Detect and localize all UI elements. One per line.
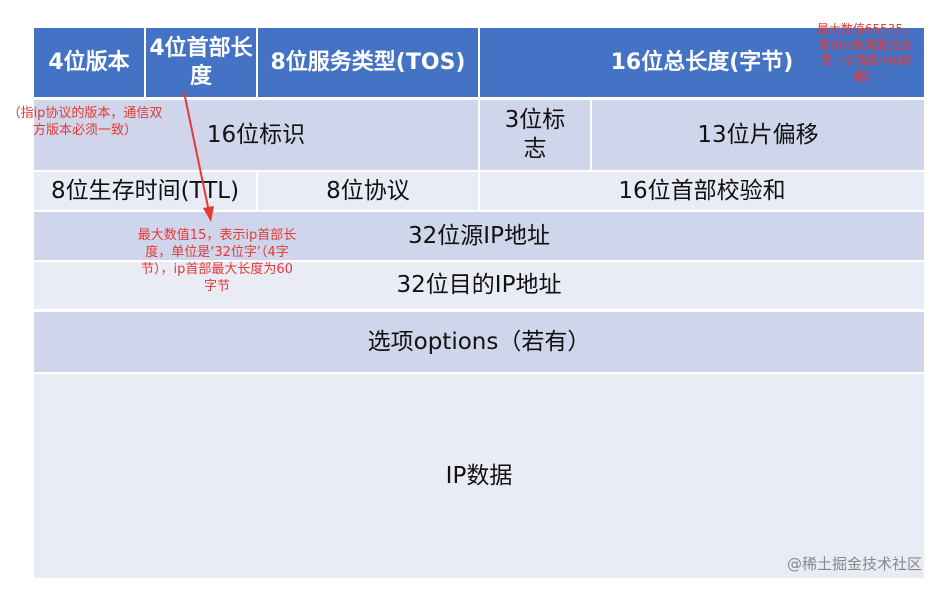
- ihl-annotation: 最大数值15，表示ip首部长度，单位是‘32位字’（4字节），ip首部最大长度为…: [137, 228, 297, 294]
- version-annotation: （指ip协议的版本，通信双方版本必须一致）: [7, 106, 163, 138]
- options-cell: 选项options（若有）: [34, 312, 924, 372]
- destination-ip-cell: 32位目的IP地址: [34, 262, 924, 309]
- tos-cell: 8位服务类型(TOS): [258, 28, 478, 97]
- watermark: @稀土掘金技术社区: [786, 555, 922, 573]
- protocol-cell: 8位协议: [258, 172, 478, 210]
- checksum-cell: 16位首部校验和: [480, 172, 924, 210]
- version-cell: 4位版本: [34, 28, 144, 97]
- total-length-annotation: 最大数值65535，表示ip数据报总长度（ip首部+ip数据）: [816, 22, 916, 83]
- ip-data-cell: IP数据: [34, 374, 924, 578]
- fragment-offset-cell: 13位片偏移: [592, 100, 924, 170]
- ttl-cell: 8位生存时间(TTL): [34, 172, 256, 210]
- flags-cell: 3位标志: [480, 100, 590, 170]
- source-ip-cell: 32位源IP地址: [34, 212, 924, 260]
- ihl-cell: 4位首部长度: [146, 28, 256, 97]
- identification-cell: 16位标识: [34, 100, 478, 170]
- total-length-cell: 16位总长度(字节): [480, 28, 924, 97]
